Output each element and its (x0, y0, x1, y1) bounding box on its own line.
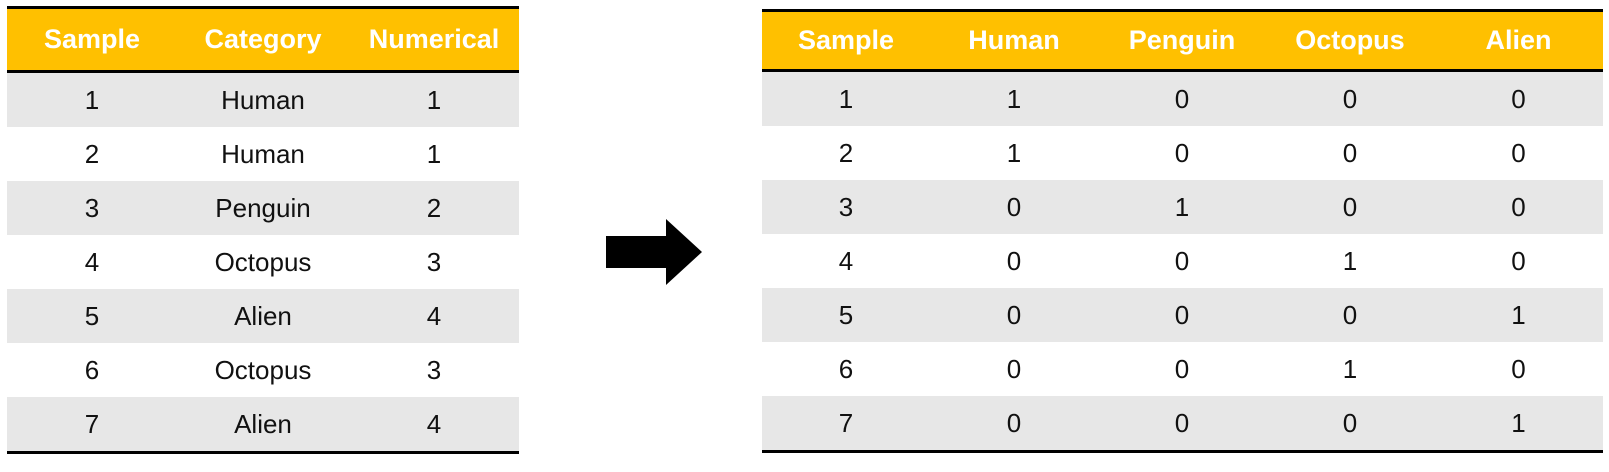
table-row: 5 0 0 0 1 (762, 288, 1603, 342)
right-arrow-icon (606, 219, 702, 285)
table-row: 3 Penguin 2 (7, 181, 519, 235)
cell-sample: 1 (762, 70, 930, 126)
cell-category: Human (177, 71, 349, 127)
cell-category: Alien (177, 397, 349, 453)
cell-sample: 7 (7, 397, 177, 453)
cell-category: Human (177, 127, 349, 181)
cell-octopus: 0 (1265, 126, 1434, 180)
cell-human: 0 (929, 342, 1098, 396)
cell-numerical: 4 (349, 397, 519, 453)
cell-alien: 0 (1433, 180, 1603, 234)
cell-category: Penguin (177, 181, 349, 235)
cell-sample: 3 (7, 181, 177, 235)
table-row: 4 Octopus 3 (7, 235, 519, 289)
column-header-penguin: Penguin (1097, 10, 1266, 72)
cell-octopus: 1 (1265, 234, 1434, 288)
cell-numerical: 4 (349, 289, 519, 343)
cell-numerical: 1 (349, 71, 519, 127)
table-row: 5 Alien 4 (7, 289, 519, 343)
cell-numerical: 2 (349, 181, 519, 235)
cell-sample: 4 (7, 235, 177, 289)
cell-category: Octopus (177, 343, 349, 397)
cell-penguin: 0 (1097, 126, 1266, 180)
table-row: 2 Human 1 (7, 127, 519, 181)
cell-penguin: 0 (1097, 288, 1266, 342)
table-row: 1 1 0 0 0 (762, 70, 1603, 126)
cell-numerical: 3 (349, 235, 519, 289)
cell-human: 1 (929, 70, 1098, 126)
cell-category: Alien (177, 289, 349, 343)
header-row: Sample Human Penguin Octopus Alien (762, 10, 1603, 72)
cell-alien: 1 (1433, 288, 1603, 342)
cell-alien: 0 (1433, 70, 1603, 126)
cell-octopus: 0 (1265, 396, 1434, 452)
cell-human: 1 (929, 126, 1098, 180)
cell-sample: 3 (762, 180, 930, 234)
cell-sample: 2 (7, 127, 177, 181)
cell-sample: 6 (762, 342, 930, 396)
cell-penguin: 0 (1097, 396, 1266, 452)
cell-sample: 7 (762, 396, 930, 452)
column-header-alien: Alien (1433, 10, 1603, 72)
cell-penguin: 0 (1097, 342, 1266, 396)
column-header-sample: Sample (762, 10, 930, 72)
cell-numerical: 3 (349, 343, 519, 397)
cell-octopus: 0 (1265, 288, 1434, 342)
cell-sample: 5 (762, 288, 930, 342)
cell-octopus: 1 (1265, 342, 1434, 396)
one-hot-table: Sample Human Penguin Octopus Alien 1 1 0… (762, 9, 1603, 453)
cell-penguin: 0 (1097, 234, 1266, 288)
cell-penguin: 1 (1097, 180, 1266, 234)
column-header-human: Human (929, 10, 1098, 72)
cell-octopus: 0 (1265, 70, 1434, 126)
table-row: 7 0 0 0 1 (762, 396, 1603, 452)
cell-category: Octopus (177, 235, 349, 289)
column-header-octopus: Octopus (1265, 10, 1434, 72)
column-header-category: Category (177, 7, 349, 73)
cell-penguin: 0 (1097, 70, 1266, 126)
cell-human: 0 (929, 234, 1098, 288)
cell-alien: 1 (1433, 396, 1603, 452)
column-header-numerical: Numerical (349, 7, 519, 73)
column-header-sample: Sample (7, 7, 177, 73)
table-row: 7 Alien 4 (7, 397, 519, 453)
cell-sample: 2 (762, 126, 930, 180)
cell-human: 0 (929, 396, 1098, 452)
cell-sample: 5 (7, 289, 177, 343)
cell-sample: 6 (7, 343, 177, 397)
cell-alien: 0 (1433, 342, 1603, 396)
cell-human: 0 (929, 180, 1098, 234)
cell-sample: 1 (7, 71, 177, 127)
categorical-table: Sample Category Numerical 1 Human 1 2 Hu… (7, 6, 519, 454)
table-row: 1 Human 1 (7, 71, 519, 127)
table-row: 6 Octopus 3 (7, 343, 519, 397)
cell-alien: 0 (1433, 234, 1603, 288)
table-row: 3 0 1 0 0 (762, 180, 1603, 234)
cell-octopus: 0 (1265, 180, 1434, 234)
table-row: 2 1 0 0 0 (762, 126, 1603, 180)
cell-numerical: 1 (349, 127, 519, 181)
cell-sample: 4 (762, 234, 930, 288)
header-row: Sample Category Numerical (7, 7, 519, 73)
cell-human: 0 (929, 288, 1098, 342)
table-row: 4 0 0 1 0 (762, 234, 1603, 288)
table-row: 6 0 0 1 0 (762, 342, 1603, 396)
cell-alien: 0 (1433, 126, 1603, 180)
